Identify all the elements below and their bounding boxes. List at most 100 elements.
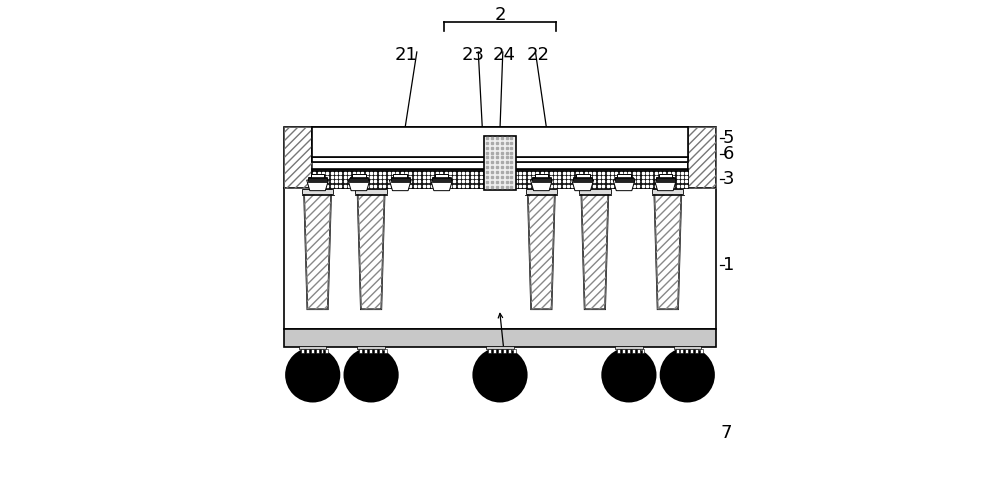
Polygon shape <box>304 188 331 309</box>
Bar <box>484 136 516 190</box>
Text: 7: 7 <box>720 424 732 442</box>
Bar <box>652 188 683 194</box>
Circle shape <box>286 348 339 401</box>
Bar <box>374 349 377 353</box>
Bar <box>391 177 410 180</box>
Bar <box>513 349 516 353</box>
Bar <box>316 349 319 353</box>
Polygon shape <box>309 178 326 187</box>
Polygon shape <box>533 178 550 187</box>
Polygon shape <box>307 180 328 191</box>
Bar <box>676 349 679 353</box>
Bar <box>321 349 323 353</box>
Bar <box>435 174 448 178</box>
Bar <box>391 178 410 182</box>
Polygon shape <box>657 178 674 187</box>
Bar <box>659 174 672 178</box>
Bar <box>308 178 327 182</box>
Bar <box>615 177 633 180</box>
Bar <box>393 174 407 178</box>
Text: 5: 5 <box>723 129 734 147</box>
Bar <box>656 177 675 180</box>
Bar <box>311 174 324 178</box>
Bar <box>312 162 688 187</box>
Bar <box>284 329 716 347</box>
Polygon shape <box>528 188 555 309</box>
Text: 31: 31 <box>496 380 519 399</box>
Bar <box>352 174 366 178</box>
Polygon shape <box>530 180 552 191</box>
Bar <box>384 349 387 353</box>
Bar <box>700 349 703 353</box>
Polygon shape <box>654 188 681 309</box>
Text: 21: 21 <box>395 46 418 64</box>
Bar <box>359 349 362 353</box>
Bar <box>486 346 514 349</box>
Bar <box>299 346 326 349</box>
Bar <box>311 349 314 353</box>
Bar <box>432 178 451 182</box>
Bar <box>508 349 511 353</box>
Bar <box>674 346 701 349</box>
Bar <box>503 349 506 353</box>
Bar <box>579 188 611 194</box>
Bar <box>627 349 630 353</box>
Bar <box>325 349 328 353</box>
Bar <box>573 177 592 180</box>
Bar <box>284 127 312 187</box>
Bar <box>284 187 716 329</box>
Bar <box>308 177 327 180</box>
Bar <box>695 349 698 353</box>
Bar <box>493 349 496 353</box>
Text: 24: 24 <box>492 46 515 64</box>
Bar <box>615 346 643 349</box>
Text: 1: 1 <box>723 256 734 274</box>
Polygon shape <box>389 180 411 191</box>
Bar <box>617 174 631 178</box>
Bar <box>688 127 716 187</box>
Bar <box>685 349 688 353</box>
Bar <box>312 127 688 162</box>
Bar <box>369 349 372 353</box>
Bar <box>302 188 333 194</box>
Bar <box>488 349 491 353</box>
Bar <box>312 127 688 157</box>
Bar <box>632 349 635 353</box>
Bar <box>617 349 620 353</box>
Polygon shape <box>613 180 635 191</box>
Bar <box>349 178 368 182</box>
Bar <box>306 349 309 353</box>
Bar <box>526 188 557 194</box>
Polygon shape <box>654 180 676 191</box>
Bar <box>379 349 382 353</box>
Bar <box>312 169 688 187</box>
Bar <box>498 349 501 353</box>
Polygon shape <box>433 178 450 187</box>
Bar <box>532 177 551 180</box>
Polygon shape <box>431 180 453 191</box>
Bar <box>680 349 683 353</box>
Bar <box>576 174 590 178</box>
Bar <box>637 349 640 353</box>
Circle shape <box>344 348 398 401</box>
Bar <box>535 174 548 178</box>
Bar <box>284 127 312 187</box>
Polygon shape <box>348 180 370 191</box>
Bar <box>688 127 716 187</box>
Text: 2: 2 <box>494 6 506 24</box>
Polygon shape <box>574 178 591 187</box>
Bar <box>532 178 551 182</box>
Bar <box>312 127 688 162</box>
Bar <box>656 178 675 182</box>
Bar <box>642 349 644 353</box>
Bar <box>312 157 688 162</box>
Text: 3: 3 <box>723 170 734 187</box>
Polygon shape <box>357 188 385 309</box>
Polygon shape <box>616 178 633 187</box>
Text: 23: 23 <box>462 46 485 64</box>
Circle shape <box>602 348 656 401</box>
Polygon shape <box>350 178 367 187</box>
Bar <box>355 188 387 194</box>
Bar <box>622 349 625 353</box>
Bar <box>350 177 368 180</box>
